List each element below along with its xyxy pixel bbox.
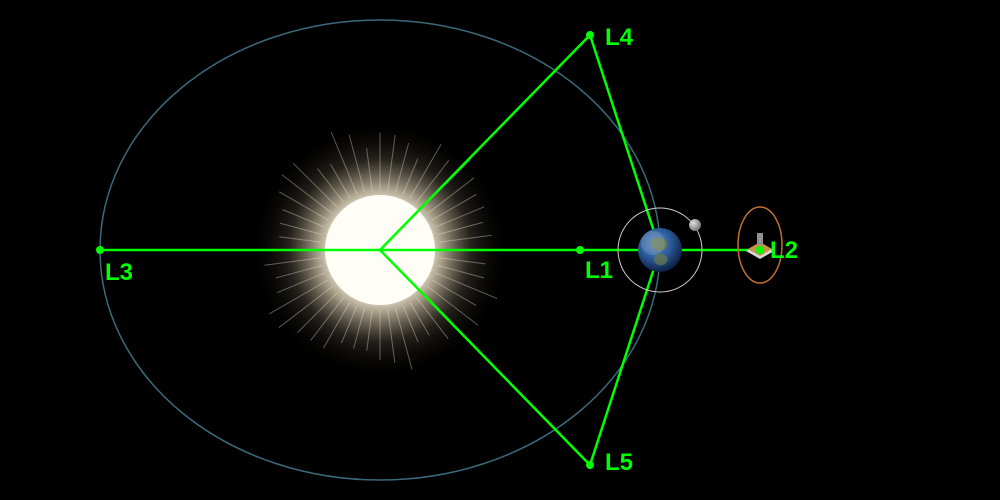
moon-icon [689,219,701,231]
label-l2: L2 [770,237,798,264]
lagrange-diagram: L1 L2 L3 L4 L5 [0,0,1000,500]
label-l3: L3 [105,259,133,286]
label-l4: L4 [605,24,634,51]
label-l5: L5 [605,449,633,476]
label-l1: L1 [585,257,613,284]
earth-icon [638,228,682,272]
